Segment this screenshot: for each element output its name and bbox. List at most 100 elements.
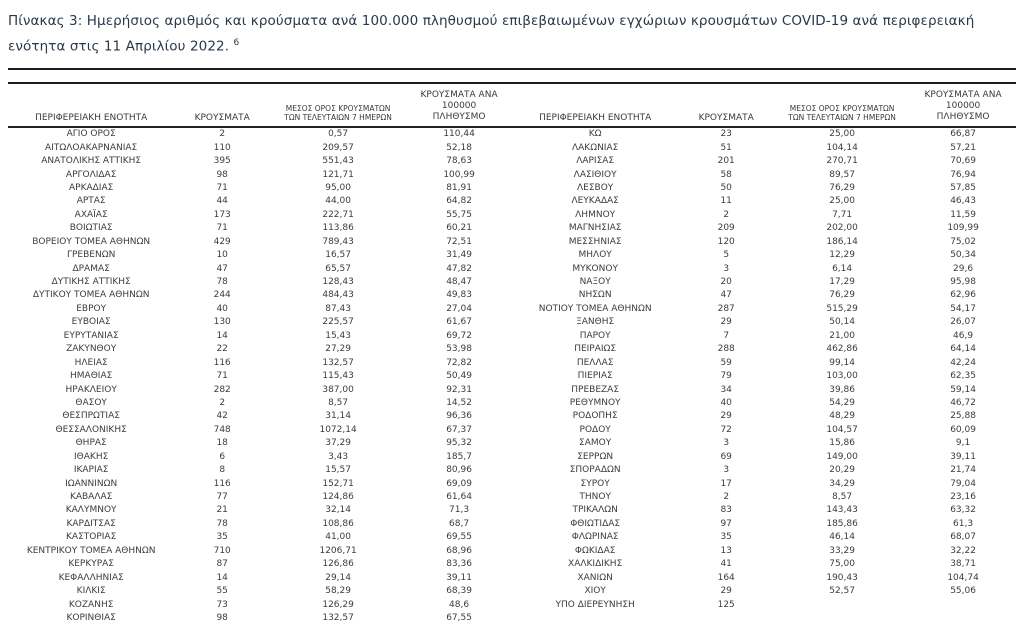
region-name-cell: ΕΒΡΟΥ [76,303,107,314]
per-100k-cell: 11,59 [950,209,976,220]
region-name-cell: ΔΡΑΜΑΣ [72,263,110,274]
avg-7day-cell: 15,43 [325,330,351,341]
table-row: ΙΩΑΝΝΙΝΩΝ 116 152,71 69,09 [8,477,512,490]
avg-7day-cell: 143,43 [826,505,858,516]
per-100k-cell: 55,06 [950,586,976,597]
table-row: ΚΑΒΑΛΑΣ 77 124,86 61,64 [8,490,512,503]
per-100k-cell: 70,69 [950,156,976,167]
column-header-per100k-line2: ΠΛΗΘΥΣΜΟ [432,111,486,122]
region-name-cell: ΧΑΛΚΙΔΙΚΗΣ [568,559,623,570]
region-name-cell: ΚΟΖΑΝΗΣ [68,599,114,610]
cases-cell: 2 [723,492,730,503]
table-row: ΣΑΜΟΥ 3 15,86 9,1 [512,437,1016,450]
per-100k-cell: 63,32 [950,505,976,516]
avg-7day-cell: 65,57 [325,263,351,274]
region-name-cell: ΘΕΣΣΑΛΟΝΙΚΗΣ [55,424,127,435]
per-100k-cell: 62,35 [950,371,976,382]
table-row: ΗΛΕΙΑΣ 116 132,57 72,82 [8,356,512,369]
per-100k-cell: 23,16 [950,492,976,503]
per-100k-cell: 100,99 [443,169,475,180]
table-row: ΡΕΘΥΜΝΟΥ 40 54,29 46,72 [512,396,1016,409]
cases-cell: 50 [720,182,732,193]
table-row: ΥΠΟ ΔΙΕΡΕΥΝΗΣΗ 125 [512,598,1016,611]
table-row: ΛΑΚΩΝΙΑΣ 51 104,14 57,21 [512,141,1016,154]
per-100k-cell: 109,99 [947,223,979,234]
cases-cell: 77 [216,492,228,503]
region-name-cell: ΝΗΣΩΝ [578,290,612,301]
table-caption-text: Πίνακας 3: Ημερήσιος αριθμός και κρούσμα… [8,13,975,55]
per-100k-cell: 49,83 [446,290,472,301]
region-name-cell: ΝΑΞΟΥ [579,277,611,288]
cases-cell: 17 [720,478,732,489]
avg-7day-cell: 113,86 [322,223,354,234]
cases-cell: 58 [720,169,732,180]
region-name-cell: ΚΙΛΚΙΣ [76,586,106,597]
table-row: ΛΑΡΙΣΑΣ 201 270,71 70,69 [512,154,1016,167]
column-header-per100k-line1: ΚΡΟΥΣΜΑΤΑ ΑΝΑ 100000 [420,89,498,111]
per-100k-cell: 21,74 [950,465,976,476]
per-100k-cell: 57,85 [950,182,976,193]
per-100k-cell: 75,02 [950,236,976,247]
avg-7day-cell: 126,29 [322,599,354,610]
region-name-cell: ΑΧΑΪΑΣ [74,209,108,220]
avg-7day-cell: 15,57 [325,465,351,476]
avg-7day-cell: 387,00 [322,384,354,395]
table-row: ΕΥΡΥΤΑΝΙΑΣ 14 15,43 69,72 [8,329,512,342]
region-name-cell: ΣΥΡΟΥ [580,478,610,489]
column-header-avg7-line2: ΤΩΝ ΤΕΛΕΥΤΑΙΩΝ 7 ΗΜΕΡΩΝ [788,113,896,122]
region-name-cell: ΗΜΑΘΙΑΣ [70,371,113,382]
region-name-cell: ΗΡΑΚΛΕΙΟΥ [65,384,117,395]
footnote-reference: 6 [233,38,240,48]
cases-cell: 2 [219,397,226,408]
cases-cell: 78 [216,277,228,288]
avg-7day-cell: 115,43 [322,371,354,382]
region-name-cell: ΣΠΟΡΑΔΩΝ [569,465,621,476]
per-100k-cell: 61,3 [953,518,974,529]
cases-cell: 3 [723,465,730,476]
cases-cell: 42 [216,411,228,422]
region-name-cell: ΜΕΣΣΗΝΙΑΣ [568,236,622,247]
avg-7day-cell: 551,43 [322,156,354,167]
cases-cell: 116 [213,357,231,368]
avg-7day-cell: 76,29 [829,290,855,301]
region-name-cell: ΜΗΛΟΥ [578,250,612,261]
table-row: ΤΗΝΟΥ 2 8,57 23,16 [512,490,1016,503]
per-100k-cell: 110,44 [443,129,475,140]
per-100k-cell: 48,47 [446,277,472,288]
per-100k-cell: 92,31 [446,384,472,395]
table-row: ΣΠΟΡΑΔΩΝ 3 20,29 21,74 [512,463,1016,476]
avg-7day-cell: 225,57 [322,317,354,328]
table-row: ΘΗΡΑΣ 18 37,29 95,32 [8,437,512,450]
avg-7day-cell: 6,14 [832,263,853,274]
per-100k-cell: 69,09 [446,478,472,489]
avg-7day-cell: 132,57 [322,357,354,368]
table-row: ΜΑΓΝΗΣΙΑΣ 209 202,00 109,99 [512,222,1016,235]
region-name-cell: ΛΗΜΝΟΥ [575,209,616,220]
table-row: ΑΙΤΩΛΟΑΚΑΡΝΑΝΙΑΣ 110 209,57 52,18 [8,141,512,154]
region-name-cell: ΝΟΤΙΟΥ ΤΟΜΕΑ ΑΘΗΝΩΝ [538,303,652,314]
table-row: ΧΑΝΙΩΝ 164 190,43 104,74 [512,571,1016,584]
cases-cell: 3 [723,263,730,274]
per-100k-cell: 48,6 [449,599,470,610]
avg-7day-cell: 16,57 [325,250,351,261]
avg-7day-cell: 186,14 [826,236,858,247]
table-row: ΑΡΚΑΔΙΑΣ 71 95,00 81,91 [8,181,512,194]
table-row: ΖΑΚΥΝΘΟΥ 22 27,29 53,98 [8,343,512,356]
per-100k-cell: 47,82 [446,263,472,274]
avg-7day-cell: 37,29 [325,438,351,449]
region-name-cell: ΗΛΕΙΑΣ [74,357,108,368]
avg-7day-cell: 8,57 [328,397,349,408]
per-100k-cell: 68,07 [950,532,976,543]
cases-cell: 71 [216,371,228,382]
per-100k-cell: 185,7 [446,451,472,462]
per-100k-cell: 76,94 [950,169,976,180]
avg-7day-cell: 8,57 [832,492,853,503]
cases-cell: 29 [720,317,732,328]
table-row: ΝΑΞΟΥ 20 17,29 95,98 [512,275,1016,288]
avg-7day-cell: 104,57 [826,424,858,435]
cases-cell: 44 [216,196,228,207]
region-name-cell: ΚΑΒΑΛΑΣ [69,492,113,503]
table-row: ΙΘΑΚΗΣ 6 3,43 185,7 [8,450,512,463]
table-row: ΛΗΜΝΟΥ 2 7,71 11,59 [512,208,1016,221]
per-100k-cell: 55,75 [446,209,472,220]
